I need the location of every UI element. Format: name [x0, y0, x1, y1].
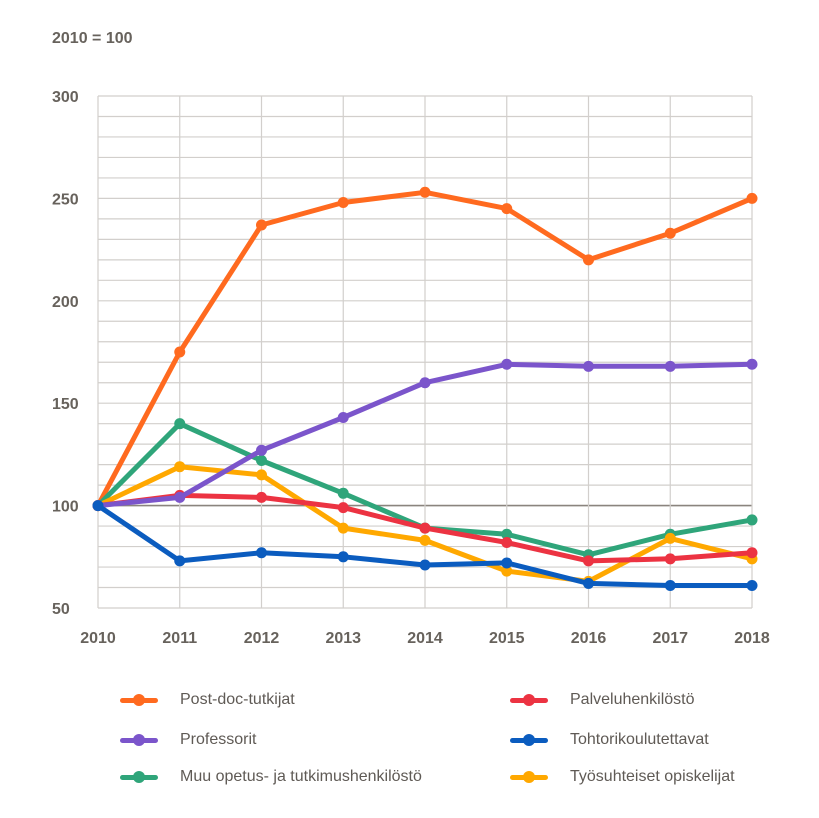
grid-lines	[97, 95, 753, 609]
data-point	[746, 579, 758, 591]
legend-item: Tohtorikoulutettavat	[510, 728, 709, 752]
data-point	[501, 528, 513, 540]
data-point	[92, 500, 104, 512]
data-point	[664, 579, 676, 591]
data-point	[174, 418, 186, 430]
x-tick-label: 2012	[244, 630, 280, 647]
data-point	[337, 487, 349, 499]
data-point	[501, 565, 513, 577]
y-tick-label: 150	[52, 396, 79, 413]
chart-subtitle: 2010 = 100	[52, 30, 133, 47]
series-lines	[92, 186, 758, 591]
x-tick-label: 2017	[652, 630, 688, 647]
data-point	[337, 551, 349, 563]
data-point	[256, 455, 267, 467]
data-point	[501, 358, 513, 370]
legend-label: Palveluhenkilöstö	[570, 691, 695, 708]
data-point	[501, 557, 513, 569]
y-tick-label: 300	[52, 89, 79, 106]
data-point	[583, 360, 594, 372]
x-tick-label: 2018	[734, 630, 770, 647]
data-point	[174, 461, 186, 473]
legend: Post-doc-tutkijat Professorit Muu opetus- …	[0, 688, 819, 798]
data-point	[419, 522, 431, 534]
x-tick-label: 2013	[325, 630, 361, 647]
data-point	[174, 491, 186, 503]
legend-swatch-icon	[510, 694, 548, 706]
x-axis: 2010 2011 2012 2013 2014 2015 2016 2017 2018	[80, 630, 770, 647]
legend-item: Työsuhteiset opiskelijat	[510, 765, 735, 789]
legend-label: Muu opetus- ja tutkimushenkilöstö	[180, 768, 422, 785]
x-tick-label: 2014	[407, 630, 443, 647]
data-point	[419, 377, 431, 389]
legend-item: Professorit	[120, 728, 256, 752]
data-point	[337, 522, 349, 534]
legend-label: Tohtorikoulutettavat	[570, 731, 709, 748]
x-tick-label: 2016	[571, 630, 607, 647]
x-tick-label: 2015	[489, 630, 525, 647]
legend-swatch-icon	[510, 771, 548, 783]
legend-swatch-icon	[120, 694, 158, 706]
y-tick-label: 200	[52, 294, 79, 311]
data-point	[419, 559, 431, 571]
x-tick-label: 2011	[162, 630, 197, 647]
data-point	[501, 203, 513, 215]
data-point	[746, 547, 758, 559]
y-tick-label: 100	[52, 499, 79, 516]
legend-swatch-icon	[510, 734, 548, 746]
x-tick-label: 2010	[80, 630, 116, 647]
data-point	[746, 514, 758, 526]
legend-item: Palveluhenkilöstö	[510, 688, 695, 712]
data-point	[419, 186, 431, 198]
data-point	[256, 444, 267, 456]
legend-swatch-icon	[120, 771, 158, 783]
data-point	[664, 227, 676, 239]
data-point	[256, 219, 267, 231]
data-point	[256, 547, 267, 559]
data-point	[337, 412, 349, 424]
data-point	[174, 346, 186, 358]
series-5	[92, 500, 758, 591]
data-point	[419, 534, 431, 546]
data-point	[583, 577, 594, 589]
data-point	[337, 196, 349, 208]
y-tick-label: 250	[52, 191, 79, 208]
y-tick-label: 50	[52, 601, 70, 618]
data-point	[746, 358, 758, 370]
data-point	[583, 254, 594, 266]
data-point	[256, 491, 267, 503]
legend-label: Professorit	[180, 731, 257, 748]
data-point	[583, 555, 594, 567]
data-point	[174, 555, 186, 567]
legend-label: Työsuhteiset opiskelijat	[570, 768, 735, 785]
data-point	[256, 469, 267, 481]
data-point	[746, 192, 758, 204]
data-point	[664, 532, 676, 544]
legend-label: Post-doc-tutkijat	[180, 691, 295, 708]
legend-item: Muu opetus- ja tutkimushenkilöstö	[120, 765, 422, 789]
data-point	[337, 502, 349, 514]
data-point	[501, 536, 513, 548]
y-axis: 300 250 200 150 100 50	[52, 89, 79, 618]
legend-item: Post-doc-tutkijat	[120, 688, 295, 712]
legend-swatch-icon	[120, 734, 158, 746]
data-point	[664, 553, 676, 565]
data-point	[664, 360, 676, 372]
